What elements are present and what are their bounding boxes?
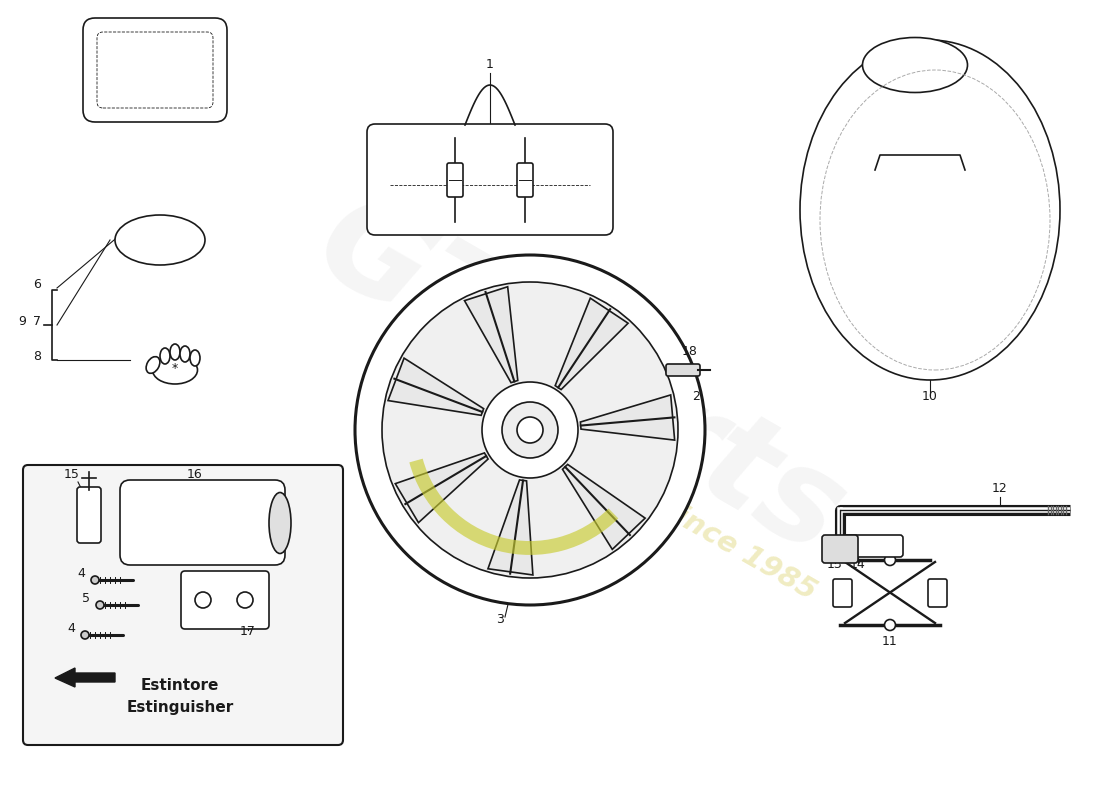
Text: 1: 1	[486, 58, 494, 71]
Polygon shape	[464, 286, 518, 382]
Text: GTparts: GTparts	[295, 178, 866, 582]
Text: 15: 15	[64, 468, 80, 481]
Text: 6: 6	[33, 278, 41, 291]
Text: 4: 4	[77, 567, 85, 580]
Circle shape	[195, 592, 211, 608]
Text: 18: 18	[682, 345, 697, 358]
Circle shape	[884, 554, 895, 566]
Text: Estinguisher: Estinguisher	[126, 700, 233, 715]
Ellipse shape	[153, 356, 198, 384]
Polygon shape	[562, 465, 645, 550]
Polygon shape	[388, 358, 484, 415]
Circle shape	[502, 402, 558, 458]
Text: 14: 14	[850, 558, 866, 571]
Text: 10: 10	[922, 390, 938, 403]
Text: a passion for parts since 1985: a passion for parts since 1985	[378, 334, 822, 606]
Text: 13: 13	[827, 558, 843, 571]
Text: 16: 16	[187, 468, 202, 481]
FancyBboxPatch shape	[120, 480, 285, 565]
Polygon shape	[55, 668, 116, 687]
FancyBboxPatch shape	[367, 124, 613, 235]
Circle shape	[517, 417, 543, 443]
Text: 4: 4	[67, 622, 75, 635]
Ellipse shape	[116, 215, 205, 265]
Polygon shape	[488, 480, 532, 575]
Circle shape	[930, 587, 940, 598]
Circle shape	[96, 601, 104, 609]
Text: 9: 9	[18, 315, 26, 328]
Circle shape	[884, 619, 895, 630]
Polygon shape	[556, 298, 628, 390]
Text: 7: 7	[33, 315, 41, 328]
Text: 2: 2	[692, 390, 700, 403]
FancyBboxPatch shape	[97, 32, 213, 108]
Circle shape	[482, 382, 578, 478]
Text: 11: 11	[882, 635, 898, 648]
Text: 5: 5	[82, 592, 90, 605]
FancyBboxPatch shape	[23, 465, 343, 745]
Circle shape	[839, 587, 850, 598]
Ellipse shape	[170, 344, 180, 360]
Text: *: *	[172, 362, 178, 375]
FancyBboxPatch shape	[517, 163, 534, 197]
FancyBboxPatch shape	[833, 579, 853, 607]
Ellipse shape	[180, 346, 190, 362]
Circle shape	[81, 631, 89, 639]
FancyBboxPatch shape	[447, 163, 463, 197]
Circle shape	[382, 282, 678, 578]
Ellipse shape	[146, 357, 160, 374]
Text: 12: 12	[992, 482, 1008, 495]
Text: 8: 8	[33, 350, 41, 363]
Polygon shape	[395, 453, 488, 522]
Text: 17: 17	[240, 625, 256, 638]
Circle shape	[91, 576, 99, 584]
FancyBboxPatch shape	[77, 487, 101, 543]
Text: Estintore: Estintore	[141, 678, 219, 693]
Ellipse shape	[160, 348, 170, 364]
Circle shape	[355, 255, 705, 605]
Circle shape	[236, 592, 253, 608]
Ellipse shape	[862, 38, 968, 93]
FancyBboxPatch shape	[822, 535, 858, 563]
FancyBboxPatch shape	[928, 579, 947, 607]
Text: 3: 3	[496, 613, 504, 626]
Ellipse shape	[800, 40, 1060, 380]
FancyBboxPatch shape	[82, 18, 227, 122]
Ellipse shape	[190, 350, 200, 366]
Ellipse shape	[270, 493, 292, 554]
FancyBboxPatch shape	[666, 364, 700, 376]
FancyBboxPatch shape	[182, 571, 270, 629]
FancyBboxPatch shape	[842, 535, 903, 557]
Polygon shape	[581, 395, 674, 440]
